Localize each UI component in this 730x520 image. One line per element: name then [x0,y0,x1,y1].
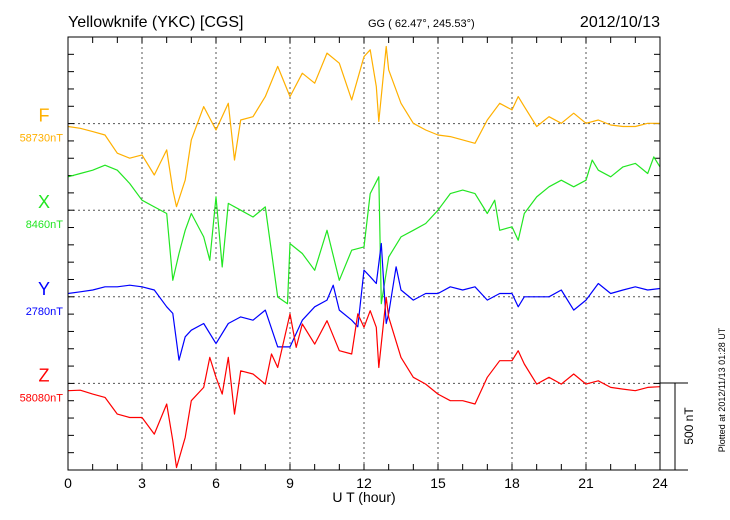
x-tick-label: 24 [652,475,668,491]
series-line-z [67,296,661,469]
x-tick-label: 12 [356,475,372,491]
baseline-label-z: 58080nT [20,392,64,404]
plot-frame [67,36,661,471]
series-line-f [67,45,660,208]
component-label-z: Z [39,365,50,385]
x-tick-label: 15 [430,475,446,491]
x-tick-label: 9 [286,475,294,491]
date-label: 2012/10/13 [580,14,660,31]
series-lines [67,45,661,469]
grid-lines [68,37,660,470]
scale-bar: 500 nT [660,382,696,471]
component-label-x: X [38,192,50,212]
x-tick-label: 21 [578,475,594,491]
component-label-f: F [39,106,50,126]
x-axis-label: U T (hour) [332,489,395,505]
x-tick-label: 0 [64,475,72,491]
component-label-y: Y [38,279,50,299]
series-line-y [67,242,661,361]
series-line-x [67,156,661,305]
x-tick-label: 6 [212,475,220,491]
plotted-timestamp: Plotted at 2012/11/13 01:28 UT [717,327,727,452]
station-title: Yellowknife (YKC) [CGS] [68,14,243,31]
x-tick-label: 3 [138,475,146,491]
geographic-coordinates: GG ( 62.47°, 245.53°) [368,18,475,30]
baseline-label-x: 8460nT [26,219,64,231]
series-labels: F 58730nT X 8460nT Y 2780nT Z 58080nT [20,106,64,405]
baseline-label-y: 2780nT [26,306,64,318]
axis-ticks [67,36,661,471]
x-tick-label: 18 [504,475,520,491]
baseline-label-f: 58730nT [20,133,64,145]
x-tick-labels: 0 3 6 9 12 15 18 21 24 [64,475,668,491]
scale-bar-label: 500 nT [682,407,696,445]
